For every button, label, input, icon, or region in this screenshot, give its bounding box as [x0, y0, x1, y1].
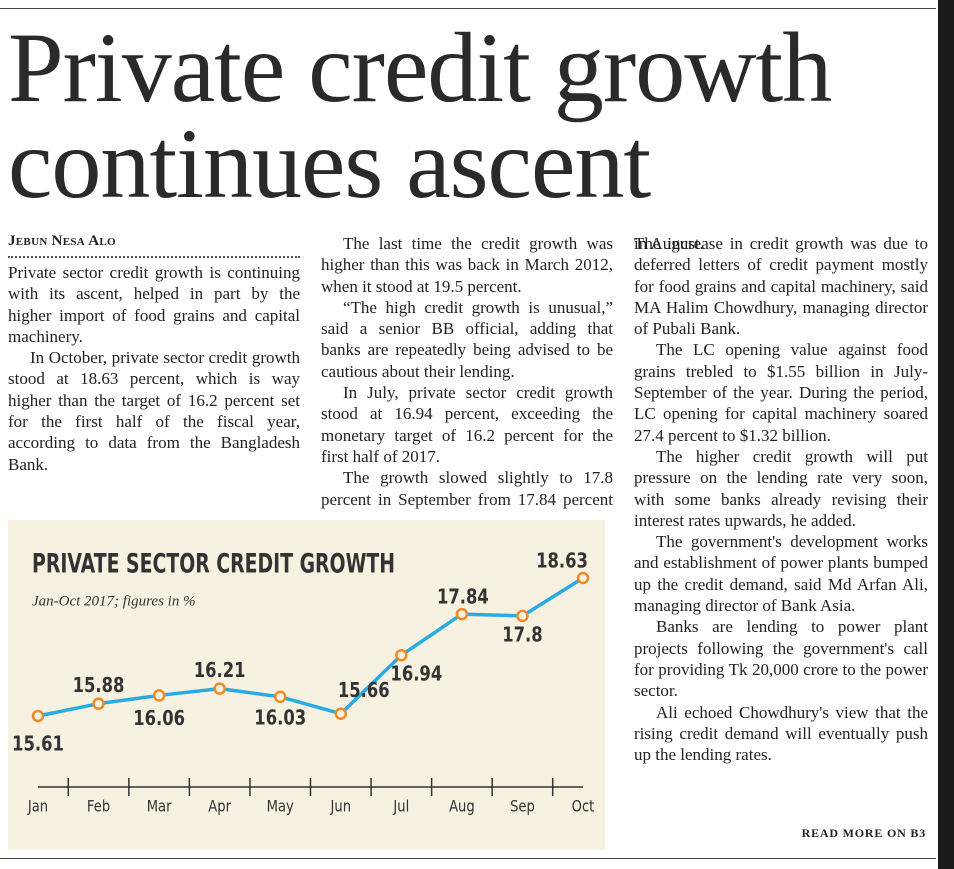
paragraph: The government's development works and e…: [634, 532, 928, 616]
data-point: [576, 571, 590, 585]
body-right: The increase in credit growth was due to…: [634, 233, 928, 765]
chart-subtitle: Jan-Oct 2017; figures in %: [32, 593, 196, 609]
headline: Private credit growth continues ascent: [8, 12, 832, 219]
paragraph: “The high credit growth is unusual,” sai…: [321, 297, 613, 381]
byline: Jebun Nesa Alo: [8, 233, 300, 258]
data-label: 18.63: [536, 550, 588, 573]
x-tick-label: Jun: [330, 797, 351, 816]
paragraph: Banks are lending to power plant project…: [634, 617, 928, 701]
x-tick-label: Sep: [510, 797, 535, 816]
data-label: 15.88: [73, 675, 125, 698]
chart-background: [8, 520, 605, 850]
data-label: 17.84: [437, 586, 489, 609]
data-point: [395, 648, 408, 662]
paragraph: The last time the credit growth was high…: [321, 234, 613, 296]
data-label: 16.06: [133, 707, 185, 730]
data-label: 16.94: [390, 663, 442, 686]
x-tick-label: Jul: [393, 797, 410, 816]
data-point: [455, 607, 469, 621]
x-tick-label: Aug: [449, 797, 475, 816]
data-line: [37, 576, 584, 718]
data-point: [31, 709, 45, 723]
body-left: Jebun Nesa Alo Private sector credit gro…: [8, 233, 704, 511]
x-tick-label: Mar: [147, 797, 173, 816]
paragraph: In July, private sector credit growth st…: [321, 383, 613, 466]
data-point: [334, 707, 348, 720]
chart: PRIVATE SECTOR CREDIT GROWTH Jan-Oct 201…: [8, 520, 605, 850]
paragraph: The higher credit growth will put pressu…: [634, 446, 928, 530]
read-more: READ MORE ON B3: [801, 826, 926, 840]
paragraph: The LC opening value against food grains…: [634, 340, 928, 445]
bottom-rule: [0, 858, 936, 859]
x-tick-label: Feb: [87, 797, 110, 816]
paragraph: Ali echoed Chowdhury's view that the ris…: [634, 702, 928, 765]
paragraph: The growth slowed slightly to 17.8 perce…: [321, 234, 704, 509]
x-tick-label: Oct: [572, 797, 595, 816]
data-label: 17.8: [502, 624, 542, 647]
data-point: [213, 682, 226, 695]
top-rule: [0, 8, 936, 9]
paragraph: Private sector credit growth is continui…: [8, 263, 300, 346]
data-label: 16.21: [194, 660, 246, 683]
data-point: [273, 690, 287, 704]
x-tick-label: Jan: [27, 797, 48, 816]
scan-edge: [938, 0, 954, 869]
data-label: 15.61: [12, 733, 64, 756]
data-label: 16.03: [254, 707, 306, 730]
data-point: [516, 609, 529, 623]
chart-title: PRIVATE SECTOR CREDIT GROWTH: [32, 549, 395, 580]
data-point: [152, 689, 166, 702]
paragraph: In October, private sector credit growth…: [8, 348, 300, 474]
data-point: [92, 697, 105, 710]
paragraph: The increase in credit growth was due to…: [634, 234, 928, 339]
x-tick-label: Apr: [208, 797, 232, 816]
data-label: 15.66: [338, 680, 390, 703]
x-tick-label: May: [267, 797, 294, 816]
